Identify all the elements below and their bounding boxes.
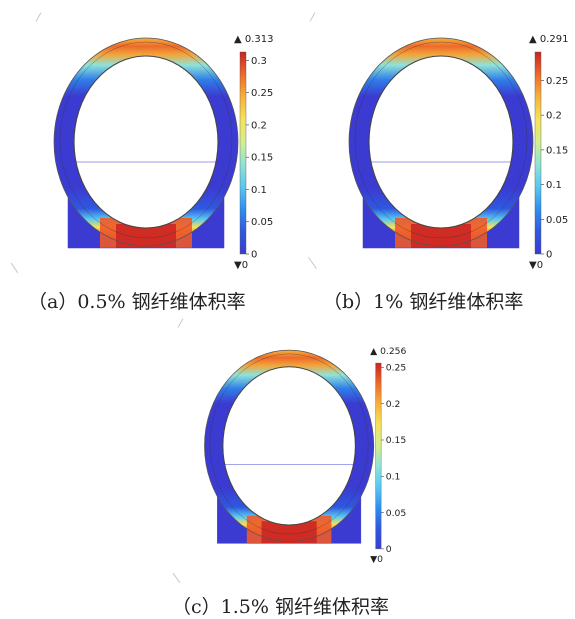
colorbar-tick-label: 0 (386, 544, 392, 555)
tunnel-lining (348, 37, 534, 249)
outer-outline (53, 37, 239, 247)
colorbar-tick-label: 0 (546, 250, 552, 261)
inner-opening (368, 55, 514, 229)
contour-plot-a: ▲ 0.313 ▼0 0.3 0.25 0.2 0.15 0.1 0.05 0 (53, 34, 274, 271)
colorbar-tick-label: 0.1 (546, 180, 562, 191)
colorbar-tick-label: 0.1 (386, 472, 401, 483)
panel-c: ▲ 0.256 ▼0 0.25 0.2 0.15 0.1 0.05 0 (150, 330, 450, 590)
colorbar-tick-label: 0.15 (251, 153, 273, 164)
colorbar-gradient (375, 362, 382, 550)
colorbar: ▲ 0.256 ▼0 0.25 0.2 0.15 0.1 0.05 0 (370, 346, 406, 565)
colorbar-tick-label: 0.3 (251, 56, 267, 67)
outer-outline (204, 349, 375, 542)
colorbar-tick-label: 0.15 (546, 145, 568, 156)
mid-outline (209, 353, 369, 535)
colorbar-tick-label: 0.1 (251, 185, 267, 196)
base-outline (362, 161, 520, 249)
caption-b: （b）1% 钢纤维体积率 (323, 291, 524, 313)
colorbar-max-label: ▲ 0.313 (234, 34, 274, 45)
colorbar-tick-label: 0.25 (546, 76, 568, 87)
base-outline (67, 161, 225, 249)
colorbar-tick-label: 0.15 (386, 435, 407, 446)
colorbar-min-label: ▼0 (529, 260, 543, 271)
tunnel-lining (204, 349, 375, 544)
outer-outline (348, 37, 534, 247)
colorbar-tick-label: 0.05 (251, 217, 273, 228)
colorbar-max-label: ▲ 0.291 (529, 34, 569, 45)
panel-a: ▲ 0.313 ▼0 0.3 0.25 0.2 0.15 0.1 0.05 0 (0, 0, 300, 290)
colorbar: ▲ 0.291 ▼0 0.25 0.2 0.15 0.1 0.05 0 (529, 34, 569, 271)
mid-outline (59, 41, 233, 239)
colorbar-tick-label: 0.2 (546, 111, 562, 122)
panel-b: ▲ 0.291 ▼0 0.25 0.2 0.15 0.1 0.05 0 (295, 0, 575, 290)
caption-a: （a）0.5% 钢纤维体积率 (28, 291, 246, 313)
colorbar-tick-label: 0 (251, 250, 257, 261)
inner-opening (222, 366, 356, 526)
colorbar-tick-label: 0.25 (251, 88, 273, 99)
bottom-stress-core (261, 521, 317, 544)
colorbar-gradient (239, 51, 247, 255)
contour-plot-c: ▲ 0.256 ▼0 0.25 0.2 0.15 0.1 0.05 0 (204, 346, 407, 565)
colorbar-min-label: ▼0 (234, 260, 248, 271)
scan-mark (177, 318, 184, 328)
colorbar-tick-label: 0.05 (546, 215, 568, 226)
colorbar-tick-label: 0.2 (251, 120, 267, 131)
caption-c: （c）1.5% 钢纤维体积率 (172, 596, 389, 618)
colorbar-tick-label: 0.05 (386, 508, 407, 519)
colorbar: ▲ 0.313 ▼0 0.3 0.25 0.2 0.15 0.1 0.05 0 (234, 34, 274, 271)
colorbar-gradient (534, 51, 542, 255)
colorbar-tick-label: 0.25 (386, 363, 407, 374)
inner-opening (73, 55, 219, 229)
colorbar-min-label: ▼0 (370, 554, 383, 565)
tunnel-lining (53, 37, 239, 249)
mid-outline (354, 41, 528, 239)
colorbar-max-label: ▲ 0.256 (370, 346, 406, 357)
contour-plot-b: ▲ 0.291 ▼0 0.25 0.2 0.15 0.1 0.05 0 (348, 34, 569, 271)
colorbar-tick-label: 0.2 (386, 399, 401, 410)
base-outline (217, 464, 362, 544)
